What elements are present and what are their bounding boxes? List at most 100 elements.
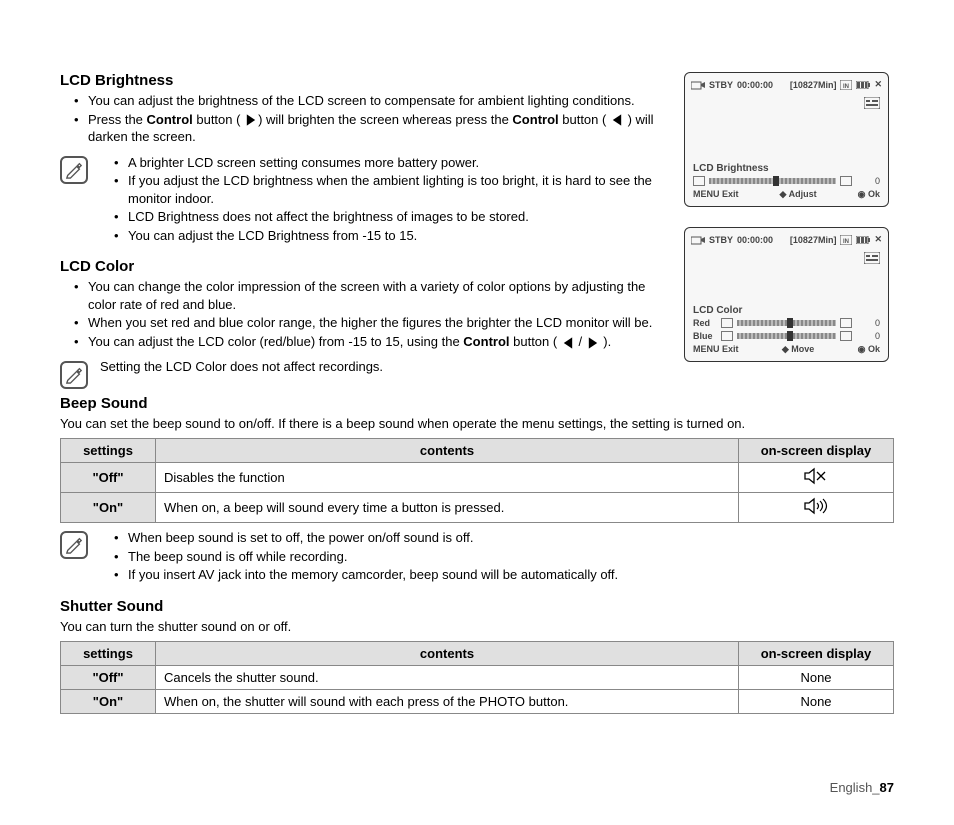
page-footer: English_87 (830, 780, 894, 795)
text-bold: Control (147, 112, 193, 127)
slider-down-icon (721, 318, 733, 328)
lcd-preview-brightness: STBY 00:00:00 [10827Min] IN ✕ LCD Bright… (684, 72, 889, 207)
slider-track (737, 333, 836, 339)
text: ) will brighten the screen whereas press… (258, 112, 512, 127)
slider-track (737, 320, 836, 326)
table-row: "Off" Disables the function (61, 463, 894, 493)
bullet-item: The beep sound is off while recording. (114, 548, 894, 566)
slider-row-red: Red 0 (693, 318, 880, 328)
cell-osd (739, 493, 894, 523)
lcd-menu-exit: MENU Exit (693, 344, 739, 355)
table-row: "On" When on, a beep will sound every ti… (61, 493, 894, 523)
battery-icon (856, 81, 870, 89)
lcd-status: STBY (709, 235, 733, 245)
note-icon (60, 531, 88, 559)
beep-heading: Beep Sound (60, 395, 894, 412)
lcd-time: 00:00:00 (737, 235, 773, 245)
slider-value: 0 (856, 318, 880, 328)
th-contents: contents (156, 439, 739, 463)
cell-osd (739, 463, 894, 493)
shutter-intro: You can turn the shutter sound on or off… (60, 618, 894, 636)
slider-up-icon (840, 176, 852, 186)
note-bullets: A brighter LCD screen setting consumes m… (100, 154, 664, 245)
bullet-item: You can change the color impression of t… (74, 278, 664, 313)
svg-text:IN: IN (843, 239, 849, 245)
cell-setting: "Off" (61, 666, 156, 690)
slider-row: 0 (693, 176, 880, 186)
slider-value: 0 (856, 176, 880, 186)
lcd-preview-color: STBY 00:00:00 [10827Min] IN ✕ LCD Color … (684, 227, 889, 362)
slider-row-blue: Blue 0 (693, 331, 880, 341)
speaker-off-icon (803, 473, 829, 488)
bullet-item: When you set red and blue color range, t… (74, 314, 664, 332)
lcd-status: STBY (709, 80, 733, 90)
lcd-menu-ok: ◉ Ok (858, 189, 880, 200)
lcd-time: 00:00:00 (737, 80, 773, 90)
slider-value: 0 (856, 331, 880, 341)
text: button ( (193, 112, 244, 127)
lcd-setting-label: LCD Color (693, 305, 880, 316)
lcd-setting-label: LCD Brightness (693, 163, 880, 174)
storage-icon: IN (840, 235, 852, 245)
footer-lang: English (830, 780, 873, 795)
text-bold: Control (512, 112, 558, 127)
camera-icon (691, 80, 705, 90)
footer-page: 87 (880, 780, 894, 795)
text: / (575, 334, 586, 349)
lcd-remain: [10827Min] (777, 80, 836, 90)
slider-up-icon (840, 318, 852, 328)
bullet-item: LCD Brightness does not affect the brigh… (114, 208, 664, 226)
text: You can adjust the LCD color (red/blue) … (88, 334, 463, 349)
note-icon (60, 361, 88, 389)
bullet-item: A brighter LCD screen setting consumes m… (114, 154, 664, 172)
lcd-menu-ok: ◉ Ok (858, 344, 880, 355)
storage-icon: IN (840, 80, 852, 90)
slider-track (709, 178, 836, 184)
note-block: A brighter LCD screen setting consumes m… (60, 154, 664, 253)
note-block: Setting the LCD Color does not affect re… (60, 359, 664, 389)
lcd-brightness-heading: LCD Brightness (60, 72, 664, 89)
th-settings: settings (61, 439, 156, 463)
table-row: "Off" Cancels the shutter sound. None (61, 666, 894, 690)
text-bold: Control (463, 334, 509, 349)
text: button ( (510, 334, 561, 349)
card-icon (864, 97, 880, 109)
text: Press the (88, 112, 147, 127)
cell-content: When on, a beep will sound every time a … (156, 493, 739, 523)
chevron-left-icon (561, 336, 575, 350)
bullet-item: Press the Control button ( ) will bright… (74, 111, 664, 146)
slider-down-icon (721, 331, 733, 341)
card-icon (864, 252, 880, 264)
slider-down-icon (693, 176, 705, 186)
cell-setting: "On" (61, 690, 156, 714)
cell-content: Disables the function (156, 463, 739, 493)
lcd-color-bullets: You can change the color impression of t… (60, 278, 664, 350)
th-settings: settings (61, 642, 156, 666)
lcd-menu-exit: MENU Exit (693, 189, 739, 200)
cell-osd: None (739, 666, 894, 690)
slider-up-icon (840, 331, 852, 341)
bullet-item: You can adjust the LCD Brightness from -… (114, 227, 664, 245)
note-bullets: When beep sound is set to off, the power… (100, 529, 894, 584)
chevron-right-icon (244, 113, 258, 127)
cell-content: Cancels the shutter sound. (156, 666, 739, 690)
lcd-menu-move: ◆ Move (782, 344, 814, 355)
text: button ( (559, 112, 610, 127)
camera-icon (691, 235, 705, 245)
th-contents: contents (156, 642, 739, 666)
cell-setting: "On" (61, 493, 156, 523)
footer-sep: _ (872, 780, 879, 795)
cell-setting: "Off" (61, 463, 156, 493)
mode-icon: ✕ (874, 79, 882, 90)
shutter-table: settings contents on-screen display "Off… (60, 641, 894, 714)
lcd-brightness-bullets: You can adjust the brightness of the LCD… (60, 92, 664, 146)
note-icon (60, 156, 88, 184)
speaker-on-icon (803, 503, 829, 518)
lcd-color-heading: LCD Color (60, 258, 664, 275)
beep-table: settings contents on-screen display "Off… (60, 438, 894, 523)
chevron-right-icon (586, 336, 600, 350)
slider-blue-label: Blue (693, 331, 717, 341)
cell-content: When on, the shutter will sound with eac… (156, 690, 739, 714)
shutter-heading: Shutter Sound (60, 598, 894, 615)
bullet-item: When beep sound is set to off, the power… (114, 529, 894, 547)
